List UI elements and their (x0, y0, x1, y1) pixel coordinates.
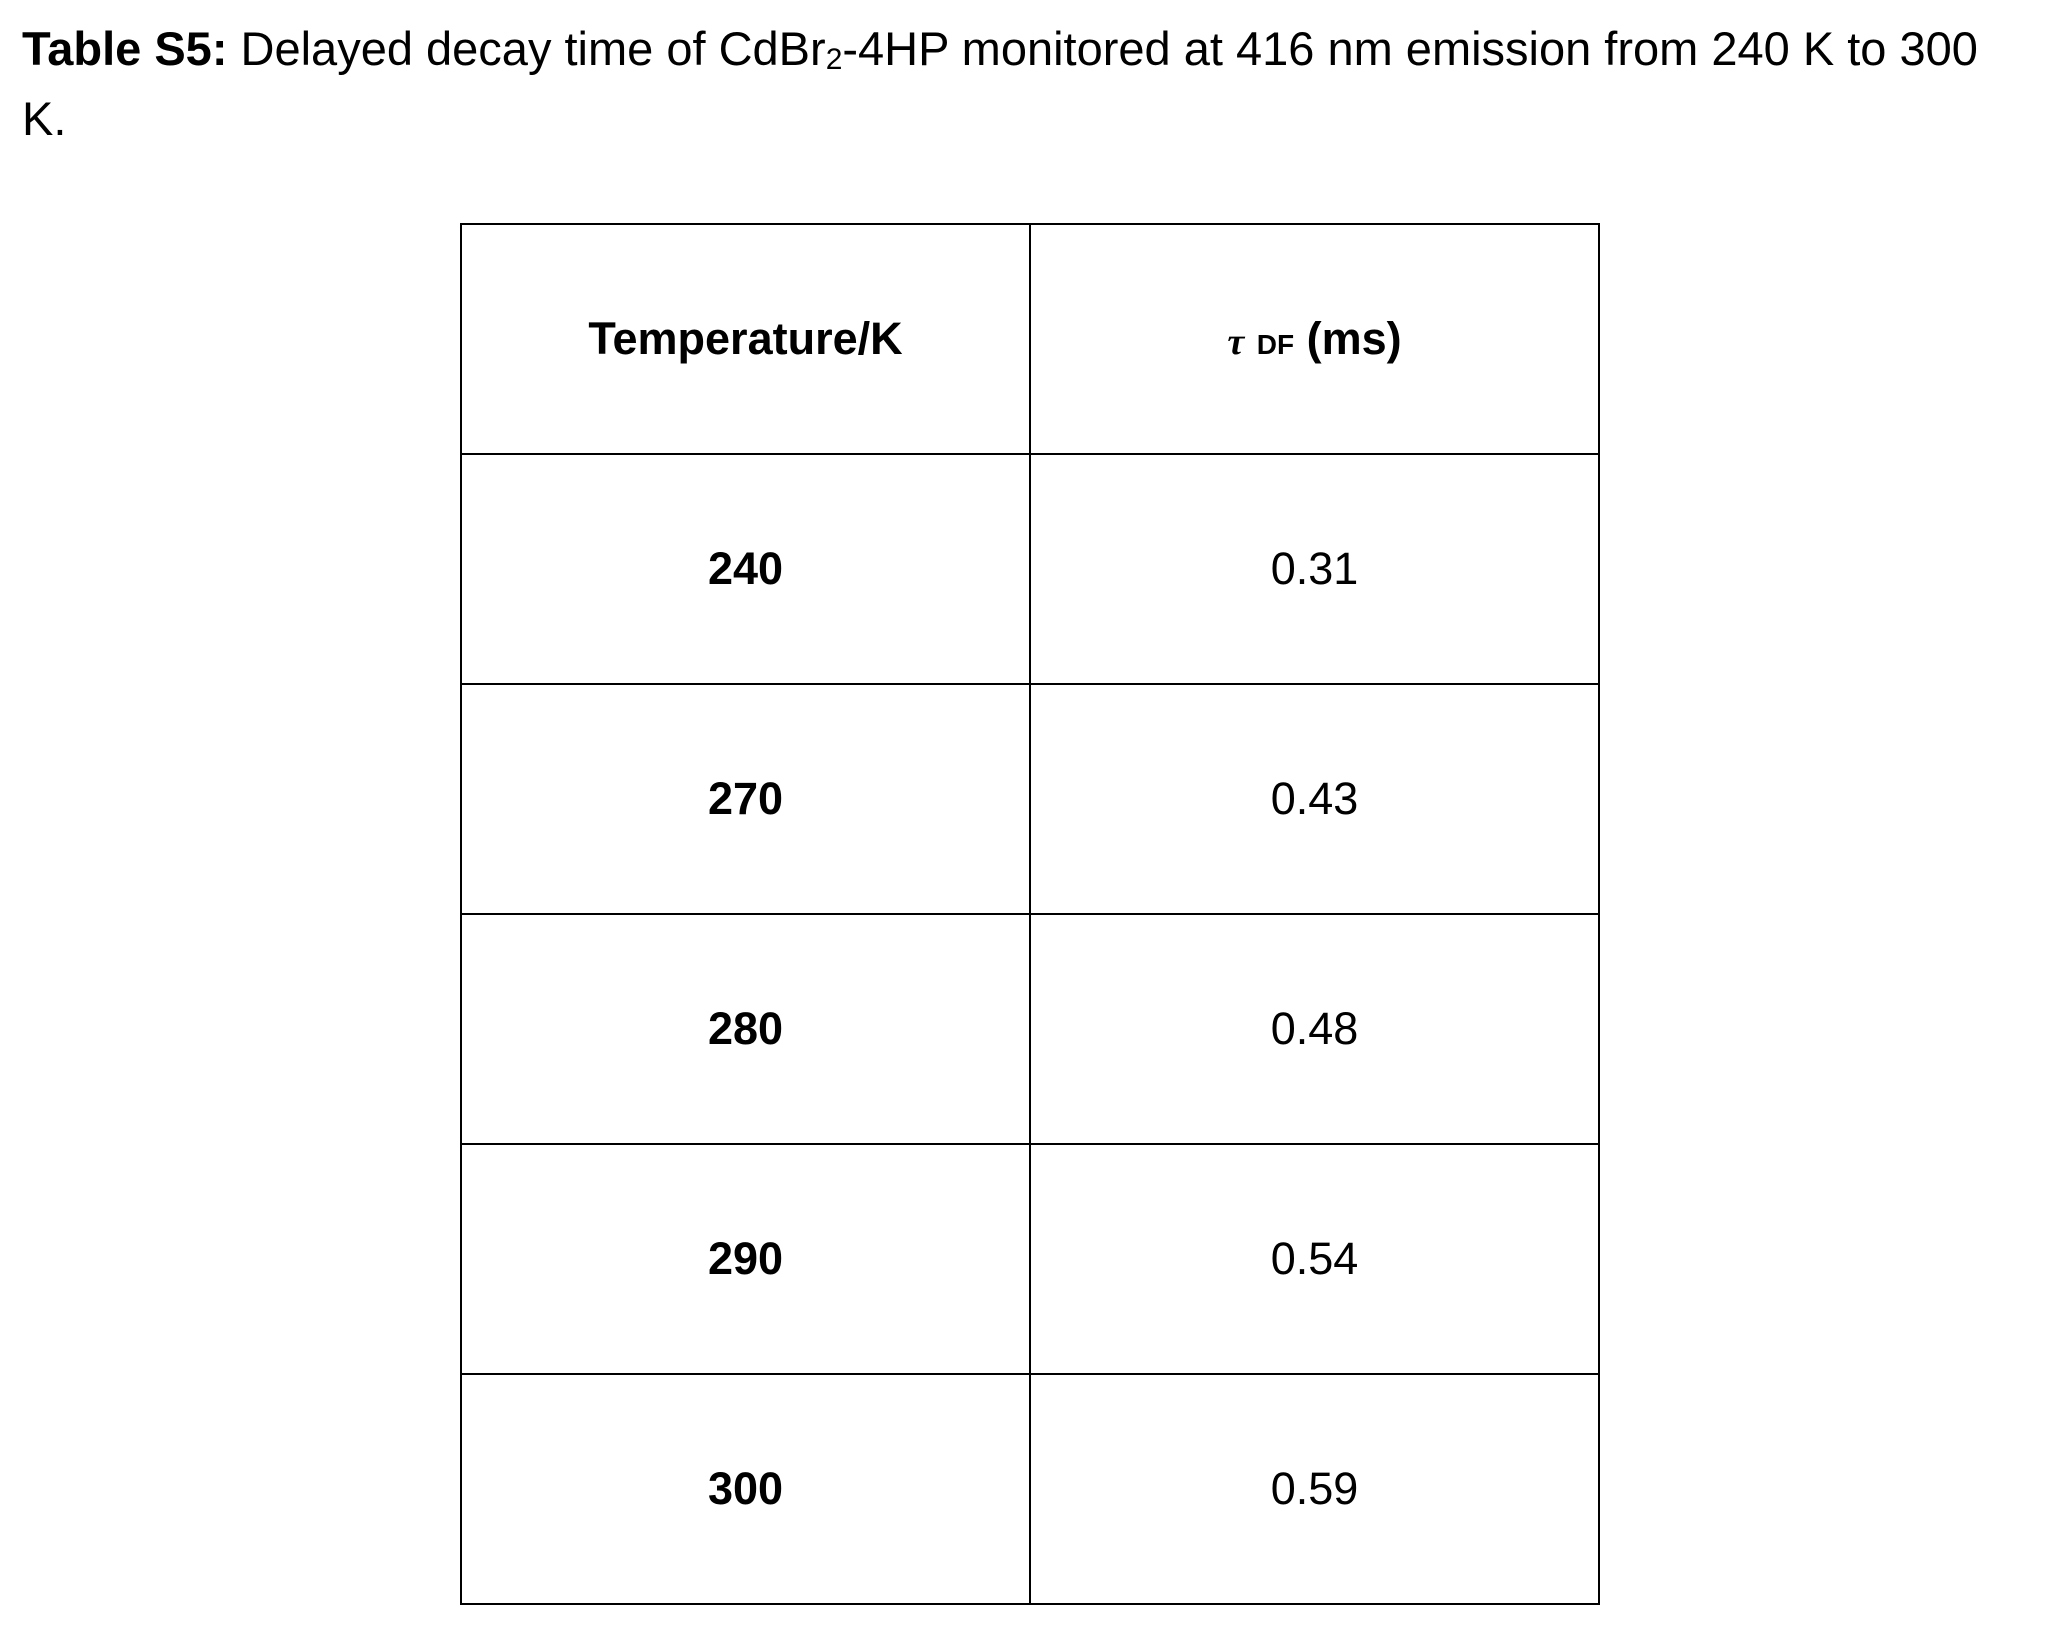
tau-subscript: DF (1256, 329, 1295, 360)
caption-label: Table S5: (22, 22, 228, 75)
tau-cell: 0.54 (1029, 1143, 1600, 1375)
temperature-cell: 270 (460, 683, 1031, 915)
caption-text-start: Delayed decay time of CdBr (227, 22, 826, 75)
header-row: Temperature/K τ DF (ms) (460, 223, 1600, 455)
tau-cell: 0.43 (1029, 683, 1600, 915)
table-caption: Table S5: Delayed decay time of CdBr2-4H… (22, 14, 2032, 154)
table-row: 240 0.31 (460, 453, 1600, 685)
header-temperature: Temperature/K (460, 223, 1031, 455)
tau-cell: 0.59 (1029, 1373, 1600, 1605)
caption-text-end: -4HP monitored at 416 nm emission from 2… (22, 22, 1978, 145)
header-tau: τ DF (ms) (1029, 223, 1600, 455)
tau-unit: (ms) (1306, 313, 1402, 364)
temperature-cell: 290 (460, 1143, 1031, 1375)
table-row: 270 0.43 (460, 683, 1600, 915)
caption-subscript: 2 (825, 43, 843, 76)
temperature-cell: 240 (460, 453, 1031, 685)
tau-cell: 0.48 (1029, 913, 1600, 1145)
temperature-cell: 300 (460, 1373, 1031, 1605)
temperature-cell: 280 (460, 913, 1031, 1145)
tau-symbol: τ (1227, 321, 1245, 363)
table-row: 280 0.48 (460, 913, 1600, 1145)
table-row: 300 0.59 (460, 1373, 1600, 1605)
decay-time-table: Temperature/K τ DF (ms) 240 0.31 270 0.4… (460, 223, 1600, 1605)
table-row: 290 0.54 (460, 1143, 1600, 1375)
tau-cell: 0.31 (1029, 453, 1600, 685)
